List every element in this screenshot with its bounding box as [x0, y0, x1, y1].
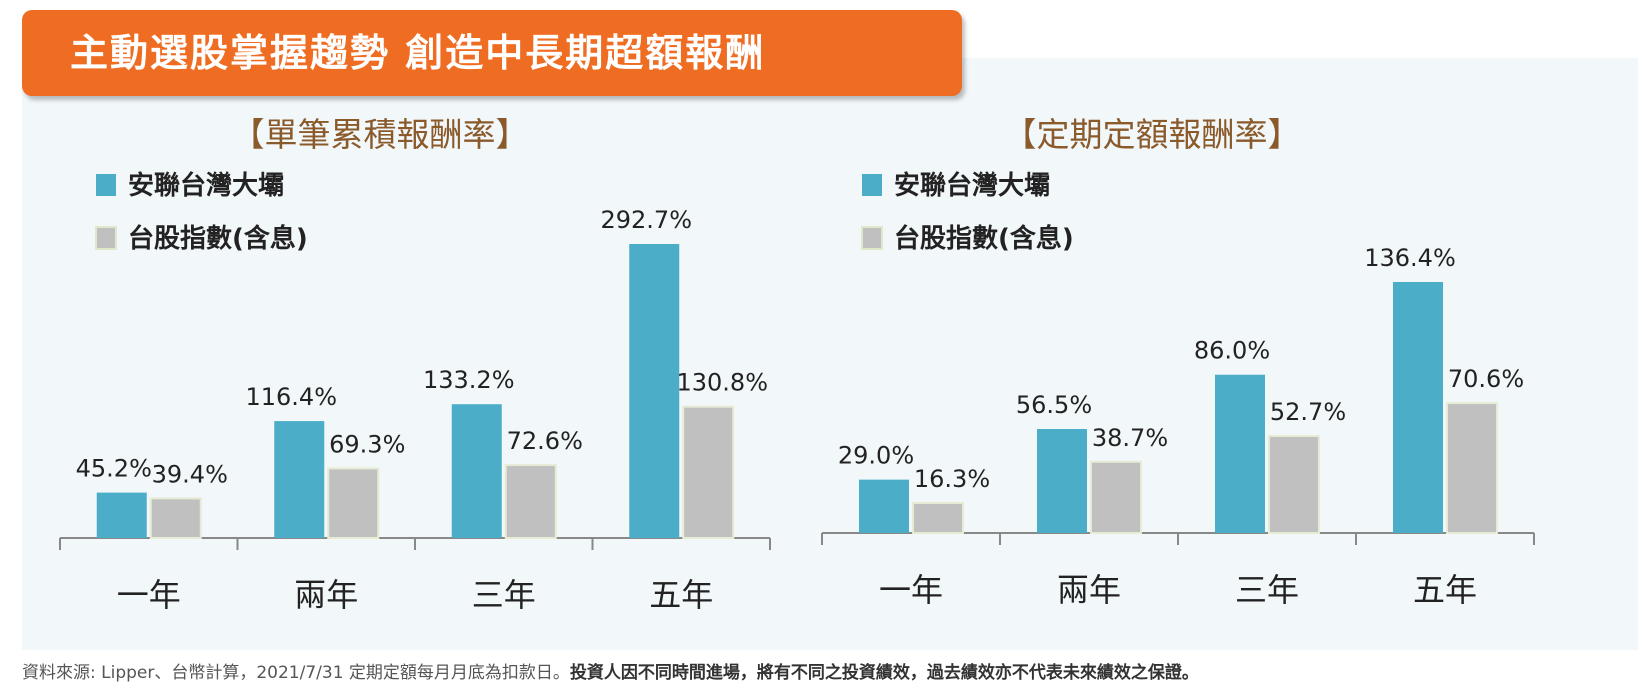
data-label-1-2-2: 69.3% — [329, 430, 405, 458]
bar-1-2-1 — [149, 497, 202, 540]
bar-1-1-3 — [451, 404, 502, 538]
bar-1-1-4 — [629, 244, 680, 538]
x-tick-label-2-3: 三年 — [1235, 571, 1299, 609]
bar-2-2-4 — [1446, 402, 1498, 535]
data-label-2-1-4: 136.4% — [1364, 244, 1456, 272]
chart-panel-background — [22, 58, 1638, 650]
legend-label-1-1: 安聯台灣大壩 — [128, 170, 284, 201]
data-label-1-1-2: 116.4% — [245, 383, 337, 411]
x-tick-label-2-1: 一年 — [879, 571, 943, 609]
x-tick-label-1-2: 兩年 — [294, 576, 358, 614]
data-label-2-2-1: 16.3% — [914, 465, 990, 493]
footer-source: 資料來源: Lipper、台幣計算，2021/7/31 定期定額每月月底為扣款日… — [22, 663, 570, 683]
data-label-2-2-3: 52.7% — [1270, 398, 1346, 426]
footer-disclaimer: 投資人因不同時間進場，將有不同之投資績效，過去績效亦不代表未來績效之保證。 — [569, 663, 1199, 683]
title-banner: 主動選股掌握趨勢 創造中長期超額報酬 — [22, 10, 962, 96]
bar-2-1-4 — [1393, 282, 1443, 533]
data-label-2-1-2: 56.5% — [1016, 391, 1092, 419]
data-label-1-2-3: 72.6% — [507, 427, 583, 455]
legend-label-2-2: 台股指數(含息) — [894, 223, 1074, 254]
data-label-1-2-1: 39.4% — [152, 460, 228, 488]
data-label-2-2-2: 38.7% — [1092, 424, 1168, 452]
footer-note: 資料來源: Lipper、台幣計算，2021/7/31 定期定額每月月底為扣款日… — [22, 660, 1199, 686]
bar-2-1-2 — [1037, 429, 1087, 533]
data-label-2-2-4: 70.6% — [1448, 365, 1524, 393]
bar-1-2-3 — [504, 464, 557, 539]
legend-swatch-2-2 — [861, 226, 883, 250]
chart-title-1: 【單筆累積報酬率】 — [232, 115, 529, 154]
legend-swatch-1-1 — [96, 174, 116, 196]
data-label-1-2-4: 130.8% — [676, 369, 768, 397]
data-label-1-1-3: 133.2% — [423, 366, 515, 394]
legend-label-2-1: 安聯台灣大壩 — [894, 170, 1050, 201]
bar-1-1-2 — [274, 421, 325, 538]
banner-title: 主動選股掌握趨勢 創造中長期超額報酬 — [70, 31, 766, 75]
x-tick-label-1-4: 五年 — [649, 576, 713, 614]
x-tick-label-2-4: 五年 — [1413, 571, 1477, 609]
legend-label-1-2: 台股指數(含息) — [128, 223, 308, 254]
bar-2-2-1 — [912, 502, 964, 534]
data-label-2-1-1: 29.0% — [838, 442, 914, 470]
chart-title-2: 【定期定額報酬率】 — [1004, 115, 1301, 154]
bar-2-2-3 — [1268, 435, 1320, 535]
bar-2-1-1 — [859, 479, 909, 533]
bar-2-1-3 — [1215, 374, 1265, 533]
bar-2-2-2 — [1090, 460, 1142, 534]
bar-1-1-1 — [96, 492, 147, 538]
x-tick-label-1-3: 三年 — [472, 576, 536, 614]
x-tick-label-2-2: 兩年 — [1057, 571, 1121, 609]
x-tick-label-1-1: 一年 — [117, 576, 181, 614]
data-label-1-1-4: 292.7% — [600, 206, 692, 234]
bar-1-2-2 — [327, 467, 380, 539]
legend-swatch-1-2 — [95, 226, 117, 250]
legend-swatch-2-1 — [862, 174, 882, 196]
data-label-1-1-1: 45.2% — [76, 455, 152, 483]
bar-1-2-4 — [682, 405, 735, 539]
data-label-2-1-3: 86.0% — [1194, 337, 1270, 365]
